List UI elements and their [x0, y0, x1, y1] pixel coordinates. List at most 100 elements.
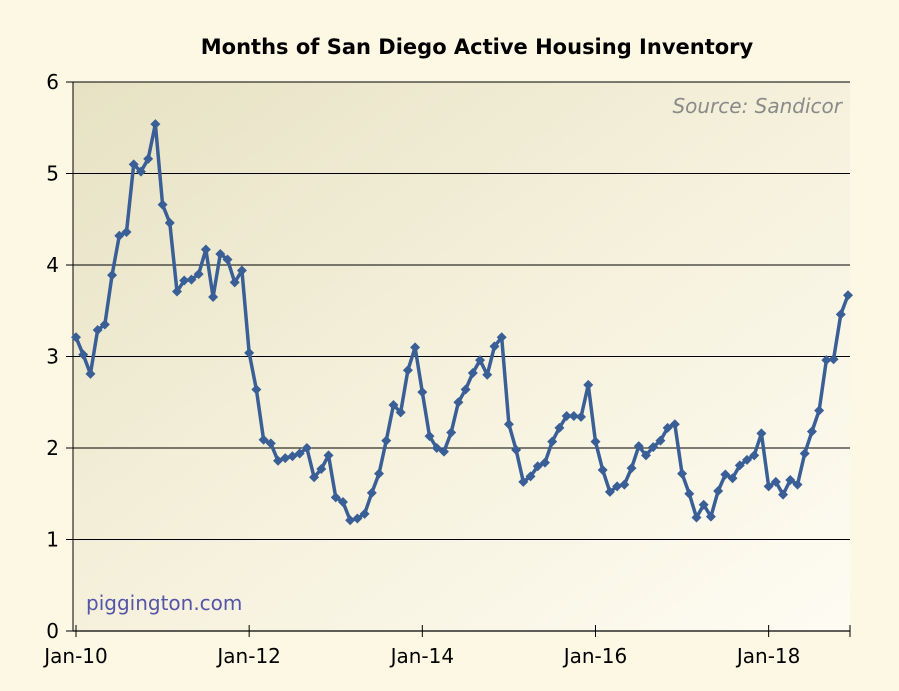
data-point [496, 332, 507, 343]
data-point [135, 166, 146, 177]
data-point [713, 486, 724, 497]
data-point [792, 479, 803, 490]
data-point [71, 332, 81, 343]
data-point [684, 488, 695, 499]
data-point [85, 368, 96, 379]
data-point [251, 384, 262, 395]
data-point [741, 454, 752, 465]
data-point [489, 341, 500, 352]
y-tick-labels: 0 1 2 3 4 5 6 [46, 70, 59, 643]
data-point [294, 448, 305, 459]
data-point [828, 354, 839, 365]
data-point [388, 399, 399, 410]
y-tick-label: 3 [46, 345, 59, 369]
data-point [720, 469, 731, 480]
data-point [150, 119, 161, 130]
data-point [222, 254, 233, 265]
data-point [626, 463, 637, 474]
y-tick-label: 2 [46, 436, 59, 460]
data-point [417, 387, 428, 398]
axes [72, 82, 851, 637]
y-tick-label: 4 [46, 253, 59, 277]
data-point [475, 355, 486, 366]
data-point [698, 499, 709, 510]
data-point [121, 227, 132, 238]
data-point [778, 489, 789, 500]
data-point [691, 512, 702, 523]
data-point [597, 464, 608, 475]
data-point [669, 419, 680, 430]
data-point [561, 410, 572, 421]
data-point [814, 405, 825, 416]
watermark-text: piggington.com [86, 591, 242, 615]
y-tick-label: 1 [46, 528, 59, 552]
data-point [554, 422, 565, 433]
data-point [503, 419, 514, 430]
data-point [604, 486, 615, 497]
data-point [107, 270, 118, 281]
data-point [186, 274, 197, 285]
data-point [215, 249, 226, 260]
chart-title: Months of San Diego Active Housing Inven… [201, 35, 754, 59]
data-point [677, 468, 688, 479]
data-point [280, 453, 291, 464]
source-note: Source: Sandicor [672, 94, 843, 118]
data-point [785, 475, 796, 486]
data-point [770, 476, 781, 487]
data-point [511, 444, 522, 455]
data-point [568, 410, 579, 421]
y-tick-label: 5 [46, 162, 59, 186]
data-point [208, 292, 219, 303]
data-point [482, 369, 493, 380]
data-point [410, 342, 421, 353]
data-point [843, 290, 853, 301]
data-point [359, 508, 370, 519]
data-point [662, 422, 673, 433]
data-point [763, 481, 774, 492]
data-point [431, 443, 442, 453]
data-point [366, 487, 377, 498]
data-point [172, 286, 183, 297]
data-point [460, 384, 471, 395]
data-point [323, 450, 334, 461]
data-point [525, 471, 536, 482]
data-point [395, 407, 406, 418]
data-point [402, 365, 413, 376]
data-point [316, 464, 327, 475]
data-point [164, 217, 175, 228]
data-point [453, 397, 464, 408]
y-tick-label: 0 [46, 619, 59, 643]
data-point [244, 347, 255, 358]
data-point [727, 473, 738, 484]
data-point [78, 349, 89, 360]
data-point [309, 472, 320, 483]
data-point [92, 324, 103, 335]
data-point [655, 435, 666, 446]
data-point [583, 379, 594, 390]
data-point [381, 435, 392, 446]
data-point [446, 427, 457, 438]
data-point [374, 468, 385, 479]
data-point [756, 428, 767, 439]
data-point [236, 265, 247, 276]
x-tick-labels: Jan-10 Jan-12 Jan-14 Jan-16 Jan-18 [42, 644, 800, 668]
data-point [799, 448, 810, 459]
y-tick-label: 6 [46, 70, 59, 94]
data-point [265, 438, 276, 449]
data-point [258, 434, 269, 445]
data-point [539, 457, 550, 468]
data-point [114, 230, 125, 241]
data-point [438, 446, 449, 457]
data-point [532, 461, 543, 472]
data-point [157, 199, 168, 210]
x-tick-label: Jan-16 [562, 644, 628, 668]
data-point [749, 450, 760, 461]
data-point [640, 450, 651, 461]
data-point [576, 411, 587, 422]
x-tick-label: Jan-12 [215, 644, 281, 668]
data-point [193, 269, 204, 280]
series-markers [71, 119, 853, 526]
data-point [619, 479, 630, 490]
